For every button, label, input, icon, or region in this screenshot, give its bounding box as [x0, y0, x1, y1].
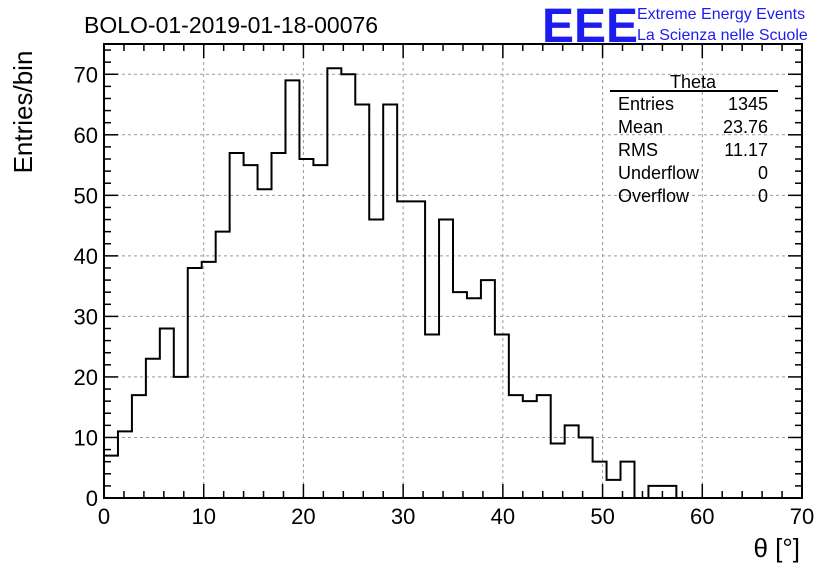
logo-line-1: Extreme Energy Events	[637, 6, 805, 23]
x-tick-label: 0	[98, 504, 110, 529]
stats-value: 0	[758, 163, 768, 183]
y-tick-label: 40	[74, 244, 98, 269]
tick-labels: 0 10 20 30 40 50 60 70 0 10 20 30 40 50 60 70	[74, 62, 815, 529]
x-tick-label: 50	[590, 504, 614, 529]
stats-label: Entries	[618, 94, 674, 114]
x-tick-label: 40	[491, 504, 515, 529]
eee-logo-mark: EEE	[542, 0, 638, 53]
logo-line-2: La Scienza nelle Scuole	[637, 27, 808, 44]
y-tick-label: 70	[74, 62, 98, 87]
x-tick-label: 10	[191, 504, 215, 529]
stats-label: Underflow	[618, 163, 700, 183]
stats-box: Theta Entries 1345 Mean 23.76 RMS 11.17 Underf…	[610, 72, 778, 206]
stats-label: RMS	[618, 140, 658, 160]
stats-value: 0	[758, 186, 768, 206]
histogram-outline	[104, 67, 802, 499]
y-tick-label: 50	[74, 183, 98, 208]
y-tick-label: 60	[74, 123, 98, 148]
stats-label: Overflow	[618, 186, 690, 206]
plot-frame	[103, 43, 803, 499]
x-tick-label: 70	[790, 504, 814, 529]
y-tick-label: 20	[74, 365, 98, 390]
stats-value: 11.17	[724, 140, 768, 160]
x-tick-label: 20	[291, 504, 315, 529]
y-axis-label: Entries/bin	[8, 51, 38, 174]
x-axis-label: θ [°]	[753, 533, 800, 563]
stats-value: 1345	[728, 94, 768, 114]
y-tick-label: 10	[74, 425, 98, 450]
stats-title: Theta	[670, 72, 717, 92]
axis-ticks	[103, 44, 803, 499]
stats-rows: Entries 1345 Mean 23.76 RMS 11.17 Underflow 0 Ov…	[618, 94, 768, 206]
stats-label: Mean	[618, 117, 663, 137]
y-tick-label: 0	[86, 486, 98, 511]
chart-title: BOLO-01-2019-01-18-00076	[84, 12, 378, 38]
x-tick-label: 60	[690, 504, 714, 529]
x-tick-label: 30	[391, 504, 415, 529]
stats-value: 23.76	[723, 117, 768, 137]
y-tick-label: 30	[74, 304, 98, 329]
